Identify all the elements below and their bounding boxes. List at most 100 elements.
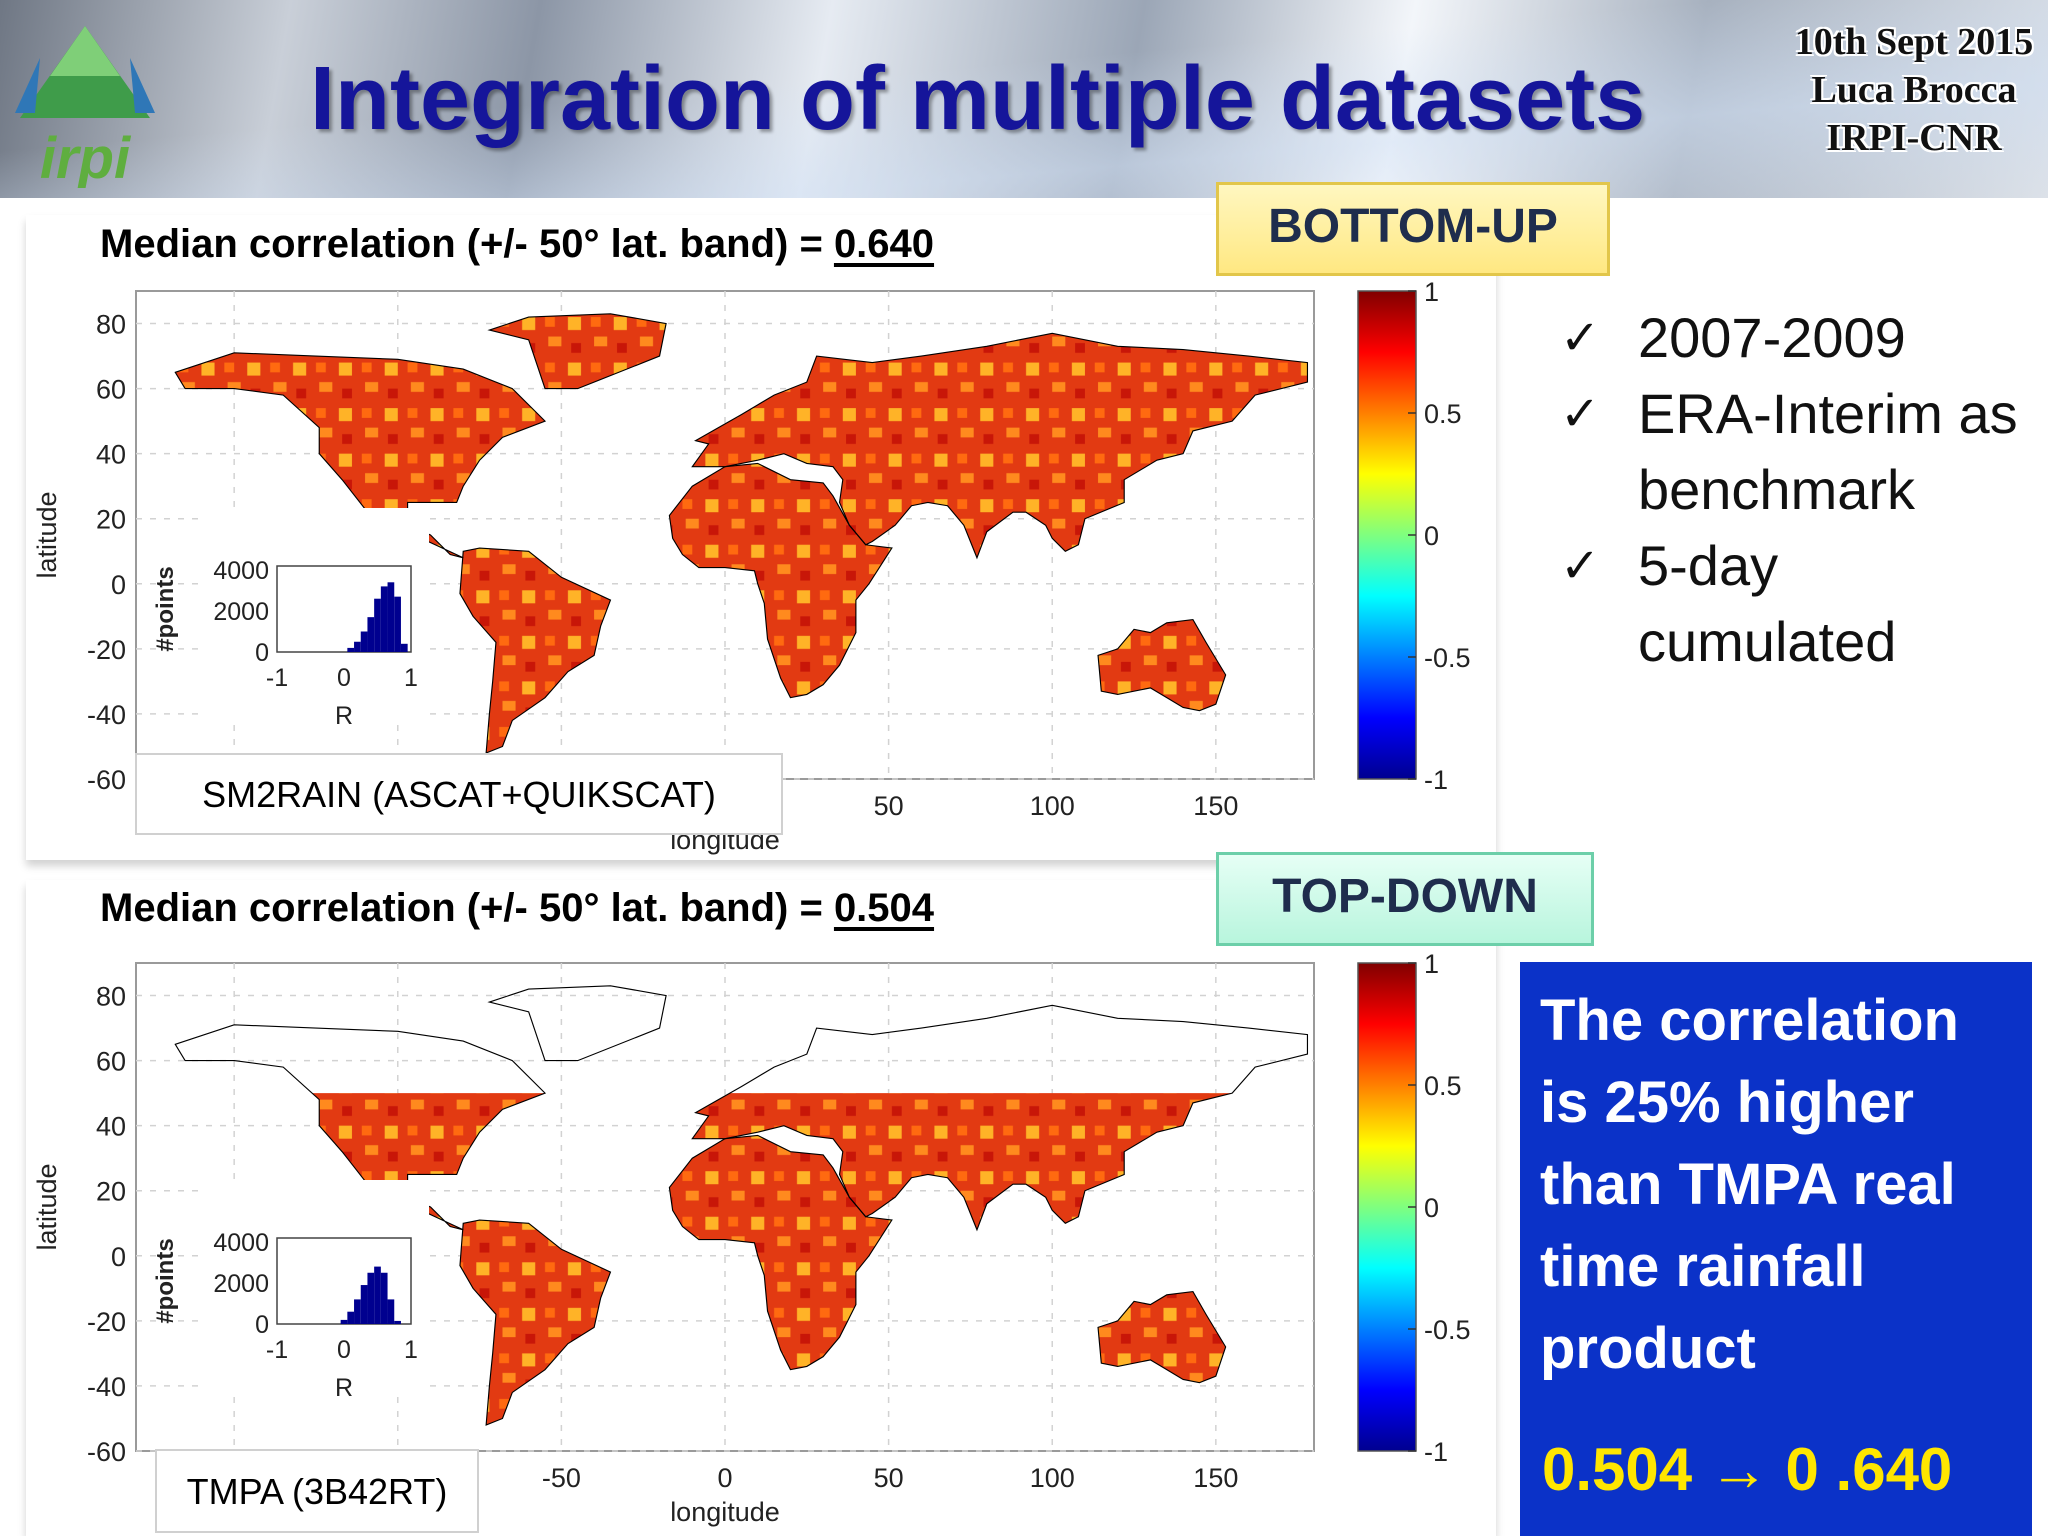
histogram-bar	[380, 586, 388, 652]
histogram-bar	[394, 596, 401, 652]
y-tick-label: 40	[96, 440, 126, 470]
histogram-x-label: R	[335, 1374, 353, 1402]
y-tick-label: 60	[96, 1047, 126, 1077]
y-tick-label: 80	[96, 310, 126, 340]
y-tick-label: 80	[96, 982, 126, 1012]
header-institute: IRPI-CNR	[1826, 117, 2002, 159]
header-banner	[0, 0, 2048, 198]
note-item: ✓ 2007-2009	[1560, 300, 2040, 376]
y-tick-label: -60	[87, 1437, 126, 1467]
histogram-bar	[340, 1319, 348, 1324]
header-info: 10th Sept 2015 Luca Brocca IRPI-CNR	[1794, 18, 2034, 162]
y-tick-label: 0	[111, 1242, 126, 1272]
y-tick-label: 20	[96, 1177, 126, 1207]
y-tick-label: -40	[87, 1372, 126, 1402]
product-label: TMPA (3B42RT)	[187, 1471, 448, 1512]
check-icon: ✓	[1560, 538, 1601, 594]
y-axis-label: latitude	[32, 491, 62, 578]
histogram-bar	[360, 1285, 368, 1324]
colorbar-tick-label: -0.5	[1424, 643, 1471, 673]
heading-value: 0.504	[833, 886, 935, 930]
x-tick-label: 150	[1193, 791, 1238, 821]
slide-title: Integration of multiple datasets	[310, 49, 1646, 149]
x-tick-label: 150	[1193, 1463, 1238, 1493]
panel-heading-top-down: Median correlation (+/- 50° lat. band) =…	[100, 886, 934, 931]
x-tick-label: 100	[1030, 1463, 1075, 1493]
histogram-bar	[400, 643, 408, 652]
histogram-bar	[394, 1320, 401, 1324]
x-tick-label: 50	[874, 791, 904, 821]
histogram-bar	[374, 1266, 381, 1324]
conclusion-callout: The correlation is 25% higher than TMPA …	[1520, 962, 2032, 1536]
note-text: 5-day cumulated	[1638, 534, 1897, 673]
note-item: ✓ 5-day cumulated	[1560, 528, 2040, 680]
bottom-up-tag: BOTTOM-UP	[1216, 182, 1610, 276]
histogram-x-tick: -1	[266, 664, 288, 692]
histogram-bar	[387, 582, 395, 652]
histogram-bar	[374, 598, 381, 652]
colorbar-tick-label: -1	[1424, 765, 1448, 795]
histogram-bar	[347, 647, 355, 652]
top-down-tag: TOP-DOWN	[1216, 852, 1594, 946]
notes-list: ✓ 2007-2009 ✓ ERA-Interim as benchmark ✓ 5-…	[1560, 300, 2040, 680]
x-tick-label: 0	[717, 1463, 732, 1493]
colorbar-tick-label: 1	[1424, 277, 1439, 307]
callout-value: 0.504 → 0 .640	[1542, 1436, 1953, 1503]
colorbar	[1357, 290, 1417, 780]
colorbar-tick-label: 0	[1424, 521, 1439, 551]
y-tick-label: 40	[96, 1112, 126, 1142]
histogram-x-tick: 0	[337, 664, 351, 692]
histogram-y-tick: 4000	[213, 1229, 269, 1257]
note-text: ERA-Interim as benchmark	[1638, 382, 2018, 521]
y-tick-label: -60	[87, 765, 126, 795]
product-label-box	[155, 1449, 479, 1533]
y-tick-label: 0	[111, 570, 126, 600]
histogram-y-label: #points	[152, 566, 179, 651]
product-label: SM2RAIN (ASCAT+QUIKSCAT)	[202, 774, 716, 815]
histogram-bar	[387, 1299, 395, 1324]
y-tick-label: -20	[87, 635, 126, 665]
histogram-bar	[380, 1272, 388, 1324]
histogram-y-tick: 2000	[213, 1270, 269, 1298]
histogram-bar	[354, 641, 361, 652]
histogram-y-tick: 4000	[213, 557, 269, 585]
histogram-y-label: #points	[152, 1238, 179, 1323]
check-icon: ✓	[1560, 386, 1601, 442]
x-tick-label: 50	[874, 1463, 904, 1493]
y-tick-label: 20	[96, 505, 126, 535]
svg-text:irpi: irpi	[40, 126, 132, 188]
x-axis-label: longitude	[670, 1497, 780, 1527]
heading-prefix: Median correlation (+/- 50° lat. band) =	[100, 886, 834, 930]
heading-prefix: Median correlation (+/- 50° lat. band) =	[100, 222, 834, 266]
x-tick-label: 100	[1030, 791, 1075, 821]
note-text: 2007-2009	[1638, 306, 1906, 369]
callout-message: The correlation is 25% higher than TMPA …	[1540, 988, 1959, 1381]
x-tick-label: -50	[542, 1463, 581, 1493]
colorbar	[1357, 962, 1417, 1452]
header-author: Luca Brocca	[1811, 69, 2017, 111]
histogram-x-tick: 1	[404, 1336, 418, 1364]
histogram-x-tick: 0	[337, 1336, 351, 1364]
histogram-y-tick: 0	[255, 1311, 269, 1339]
heading-value: 0.640	[833, 222, 935, 266]
colorbar-tick-label: -0.5	[1424, 1315, 1471, 1345]
colorbar-tick-label: 0.5	[1424, 1071, 1462, 1101]
panel-heading-bottom-up: Median correlation (+/- 50° lat. band) =…	[100, 222, 934, 267]
y-tick-label: -20	[87, 1307, 126, 1337]
irpi-logo: irpi	[15, 26, 155, 188]
check-icon: ✓	[1560, 310, 1601, 366]
colorbar-tick-label: 1	[1424, 949, 1439, 979]
histogram-bar	[347, 1311, 355, 1324]
histogram-bar	[360, 631, 368, 652]
y-tick-label: 60	[96, 375, 126, 405]
note-item: ✓ ERA-Interim as benchmark	[1560, 376, 2040, 528]
header-date: 10th Sept 2015	[1794, 21, 2034, 63]
colorbar-tick-label: 0.5	[1424, 399, 1462, 429]
histogram-x-tick: 1	[404, 664, 418, 692]
y-tick-label: -40	[87, 700, 126, 730]
y-axis-label: latitude	[32, 1163, 62, 1250]
